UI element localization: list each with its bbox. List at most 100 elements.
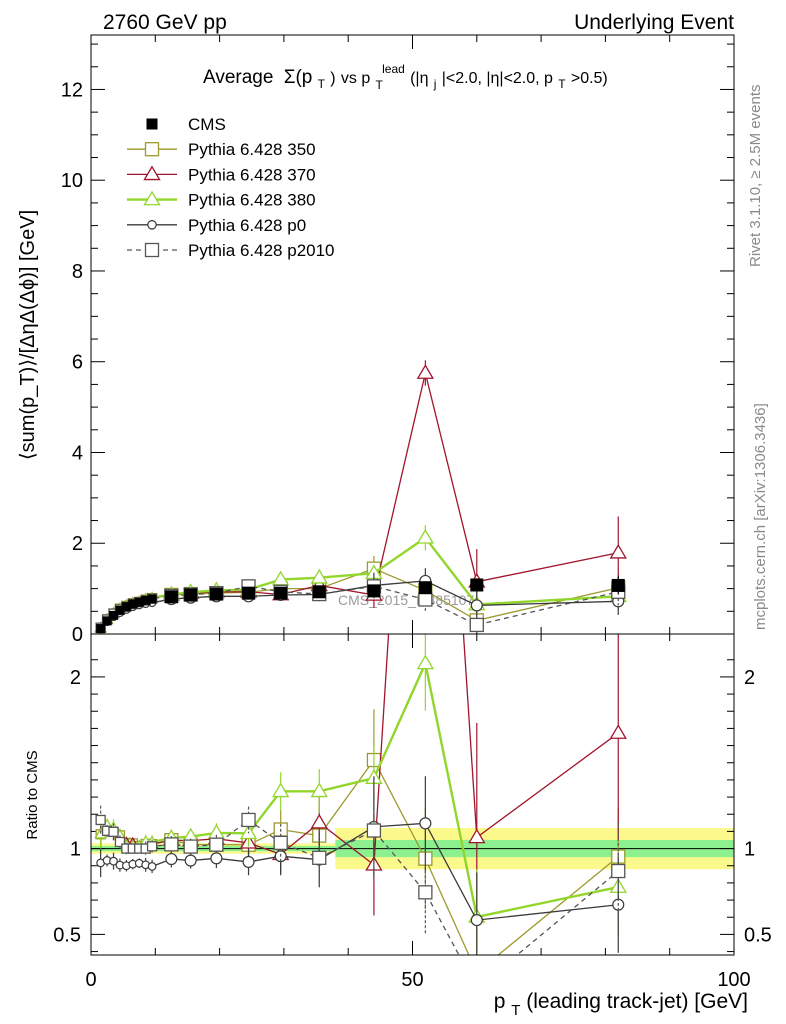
- ratio-point-pythia-6-428-380: [416, 654, 435, 670]
- ratio-point-pythia-6-428-p2010: [108, 826, 119, 837]
- ratio-point-pythia-6-428-p0: [210, 852, 223, 865]
- point-cms: [102, 616, 112, 626]
- chart-title: Average Σ(p T ) vs p T lead (|η j |<2.0,…: [203, 57, 608, 94]
- ratio-point-pythia-6-428-p0: [109, 856, 118, 866]
- ratio-point-pythia-6-428-p2010: [114, 836, 126, 848]
- point-pythia-6-428-p0: [470, 599, 483, 612]
- ratio-point-pythia-6-428-370: [310, 813, 328, 829]
- legend-marker: [143, 190, 161, 206]
- ratio-axes: 0.5 0.5 1 1 2 2 0 50 100: [53, 634, 772, 991]
- main-ytick-label: 8: [72, 261, 83, 283]
- title-lead: Average: [203, 67, 273, 88]
- ratio-point-pythia-6-428-p2010: [611, 863, 626, 879]
- svg-text:Average Σ(p T: Average Σ(p T ) vs p T lead (|η j |<2.0,…: [203, 57, 608, 94]
- ratio-point-pythia-6-428-370: [468, 828, 486, 844]
- ratio-point-pythia-6-428-p2010: [273, 835, 288, 851]
- line-pythia-6-428-380: [99, 536, 619, 629]
- ratio-panel: 0.5 0.51 12 20 50 100: [53, 45, 772, 991]
- ratio-ylabel: Ratio to CMS: [24, 750, 41, 839]
- ratio-point-pythia-6-428-p0: [470, 914, 483, 927]
- xlabel-p: p: [494, 990, 506, 1013]
- ratio-point-pythia-6-428-p0: [184, 854, 197, 867]
- ratio-series-pythia-6-428-p2010: [95, 779, 626, 955]
- legend-item-pythia-6-428-p0: Pythia 6.428 p0: [127, 216, 306, 235]
- point-cms: [418, 581, 432, 595]
- point-pythia-6-428-p2010: [418, 592, 433, 607]
- main-ytick-label: 4: [72, 442, 83, 464]
- legend-item-pythia-6-428-380: Pythia 6.428 380: [127, 191, 316, 210]
- title-sigma: Σ(p: [284, 67, 313, 88]
- header-left: 2760 GeV pp: [103, 11, 227, 34]
- ratio-point-pythia-6-428-p2010: [95, 814, 106, 826]
- point-cms: [242, 586, 256, 600]
- point-cms: [164, 590, 178, 604]
- point-pythia-6-428-370: [609, 543, 627, 559]
- point-cms: [147, 594, 157, 604]
- series-pythia-6-428-380: [94, 525, 627, 633]
- legend-marker: [144, 142, 160, 157]
- title-sigma-sub: T: [318, 77, 326, 91]
- ratio-ytick-label: 2: [70, 667, 81, 689]
- ratio-ytick-label-right: 2: [744, 667, 755, 689]
- ratio-point-pythia-6-428-p0: [242, 855, 255, 868]
- ratio-point-pythia-6-428-p2010: [183, 839, 198, 854]
- ratio-series-pythia-6-428-p0: [96, 776, 625, 955]
- ratio-point-pythia-6-428-p2010: [418, 885, 433, 900]
- legend-label: Pythia 6.428 p0: [188, 216, 306, 235]
- legend-label: Pythia 6.428 370: [188, 165, 316, 184]
- point-cms: [367, 584, 381, 598]
- mcplots-label: mcplots.cern.ch [arXiv:1306.3436]: [752, 403, 769, 630]
- ratio-point-pythia-6-428-p2010: [164, 837, 179, 852]
- point-cms: [470, 578, 484, 592]
- title-sigma-close: ): [330, 70, 335, 87]
- point-cms: [134, 597, 144, 607]
- legend-item-pythia-6-428-p2010: Pythia 6.428 p2010: [127, 241, 335, 260]
- ratio-point-pythia-6-428-p0: [165, 852, 178, 866]
- ratio-point-pythia-6-428-p0: [419, 817, 432, 830]
- legend-marker: [146, 118, 158, 130]
- ratio-point-pythia-6-428-380: [272, 782, 290, 798]
- main-ytick-label: 0: [72, 624, 83, 646]
- point-cms: [274, 586, 288, 600]
- point-cms: [115, 605, 125, 615]
- main-ytick-label: 10: [61, 170, 83, 192]
- legend-item-pythia-6-428-350: Pythia 6.428 350: [127, 140, 316, 159]
- point-cms: [141, 595, 151, 605]
- legend-label: Pythia 6.428 380: [188, 191, 316, 210]
- legend-item-cms: CMS: [146, 115, 226, 134]
- legend-marker: [143, 165, 161, 181]
- ratio-point-pythia-6-428-350: [470, 966, 483, 979]
- point-cms: [109, 610, 119, 620]
- header-right: Underlying Event: [574, 11, 734, 34]
- rivet-label: Rivet 3.1.10, ≥ 2.5M events: [747, 85, 764, 268]
- x-axis-label: p T (leading track-jet) [GeV]: [494, 990, 748, 1020]
- x-tick-label: 50: [401, 969, 423, 991]
- ratio-ytick-label-right: 0.5: [744, 924, 772, 946]
- ratio-ytick-label: 0.5: [53, 924, 81, 946]
- ratio-point-pythia-6-428-p2010: [209, 837, 224, 852]
- legend-marker: [144, 242, 160, 258]
- title-cuts-b: |<2.0, |η|<2.0, p: [442, 70, 553, 87]
- main-ylabel: ⟨sum(p_T)⟩/[ΔηΔ(Δϕ)] [GeV]: [17, 210, 39, 460]
- series-cms: [96, 576, 625, 634]
- title-cuts-a: (|η: [410, 70, 428, 87]
- ratio-point-pythia-6-428-370: [418, 45, 433, 58]
- title-vs: vs p: [341, 70, 370, 87]
- point-cms: [121, 602, 131, 612]
- point-pythia-6-428-370: [416, 364, 435, 379]
- legend-label: CMS: [188, 115, 226, 134]
- point-cms: [209, 587, 223, 601]
- ratio-point-pythia-6-428-380: [310, 782, 328, 798]
- point-cms: [611, 578, 625, 592]
- ratio-point-pythia-6-428-p0: [147, 862, 157, 871]
- ratio-point-pythia-6-428-p2010: [146, 841, 158, 852]
- main-ytick-label: 12: [61, 79, 83, 101]
- main-axes: 0 2 4 6 8 10 12: [61, 35, 735, 646]
- ratio-point-pythia-6-428-p2010: [312, 850, 327, 865]
- title-vs-sub: T: [376, 78, 384, 92]
- main-ytick-label: 6: [72, 352, 83, 374]
- x-tick-label: 100: [717, 969, 750, 991]
- point-pythia-6-428-p2010: [469, 617, 484, 633]
